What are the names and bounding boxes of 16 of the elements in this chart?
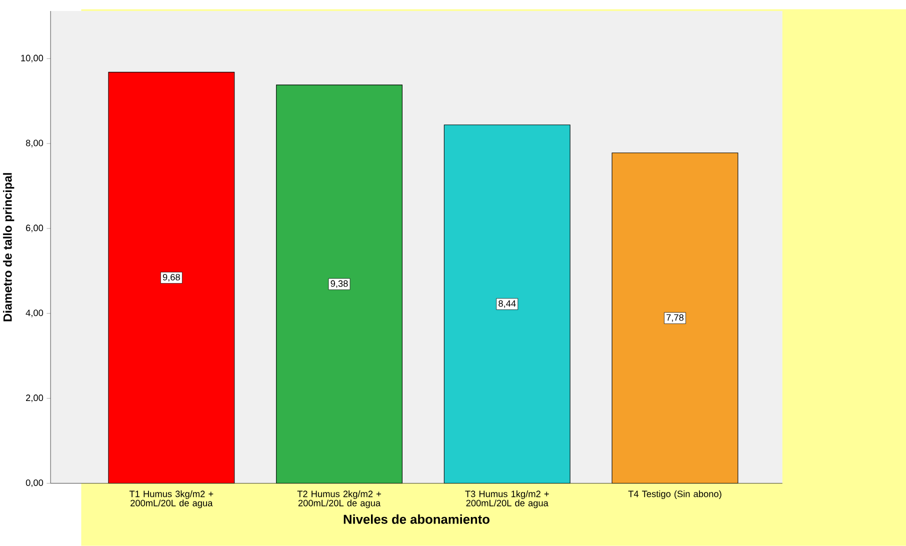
y-tick-label: 2,00 [26,394,44,402]
x-axis-title: Niveles de abonamiento [344,514,490,524]
data-label: 8,44 [498,300,516,308]
data-label: 7,78 [666,314,684,322]
y-tick-label: 6,00 [26,224,44,232]
data-label: 9,68 [162,274,180,282]
x-tick-label: T1 Humus 3kg/m2 + 200mL/20L de agua [129,490,214,508]
x-tick-label: T4 Testigo (Sin abono) [628,490,722,500]
y-tick-label: 10,00 [21,54,44,62]
y-tick-label: 8,00 [26,140,44,148]
x-tick-label: T2 Humus 2kg/m2 + 200mL/20L de agua [297,490,381,508]
data-label: 9,38 [330,280,348,288]
y-tick-label: 0,00 [26,480,44,488]
y-tick-label: 4,00 [26,310,44,318]
x-tick-label: T3 Humus 1kg/m2 + 200mL/20L de agua [465,490,549,508]
y-axis-title: Diametro de tallo principal [3,173,14,322]
